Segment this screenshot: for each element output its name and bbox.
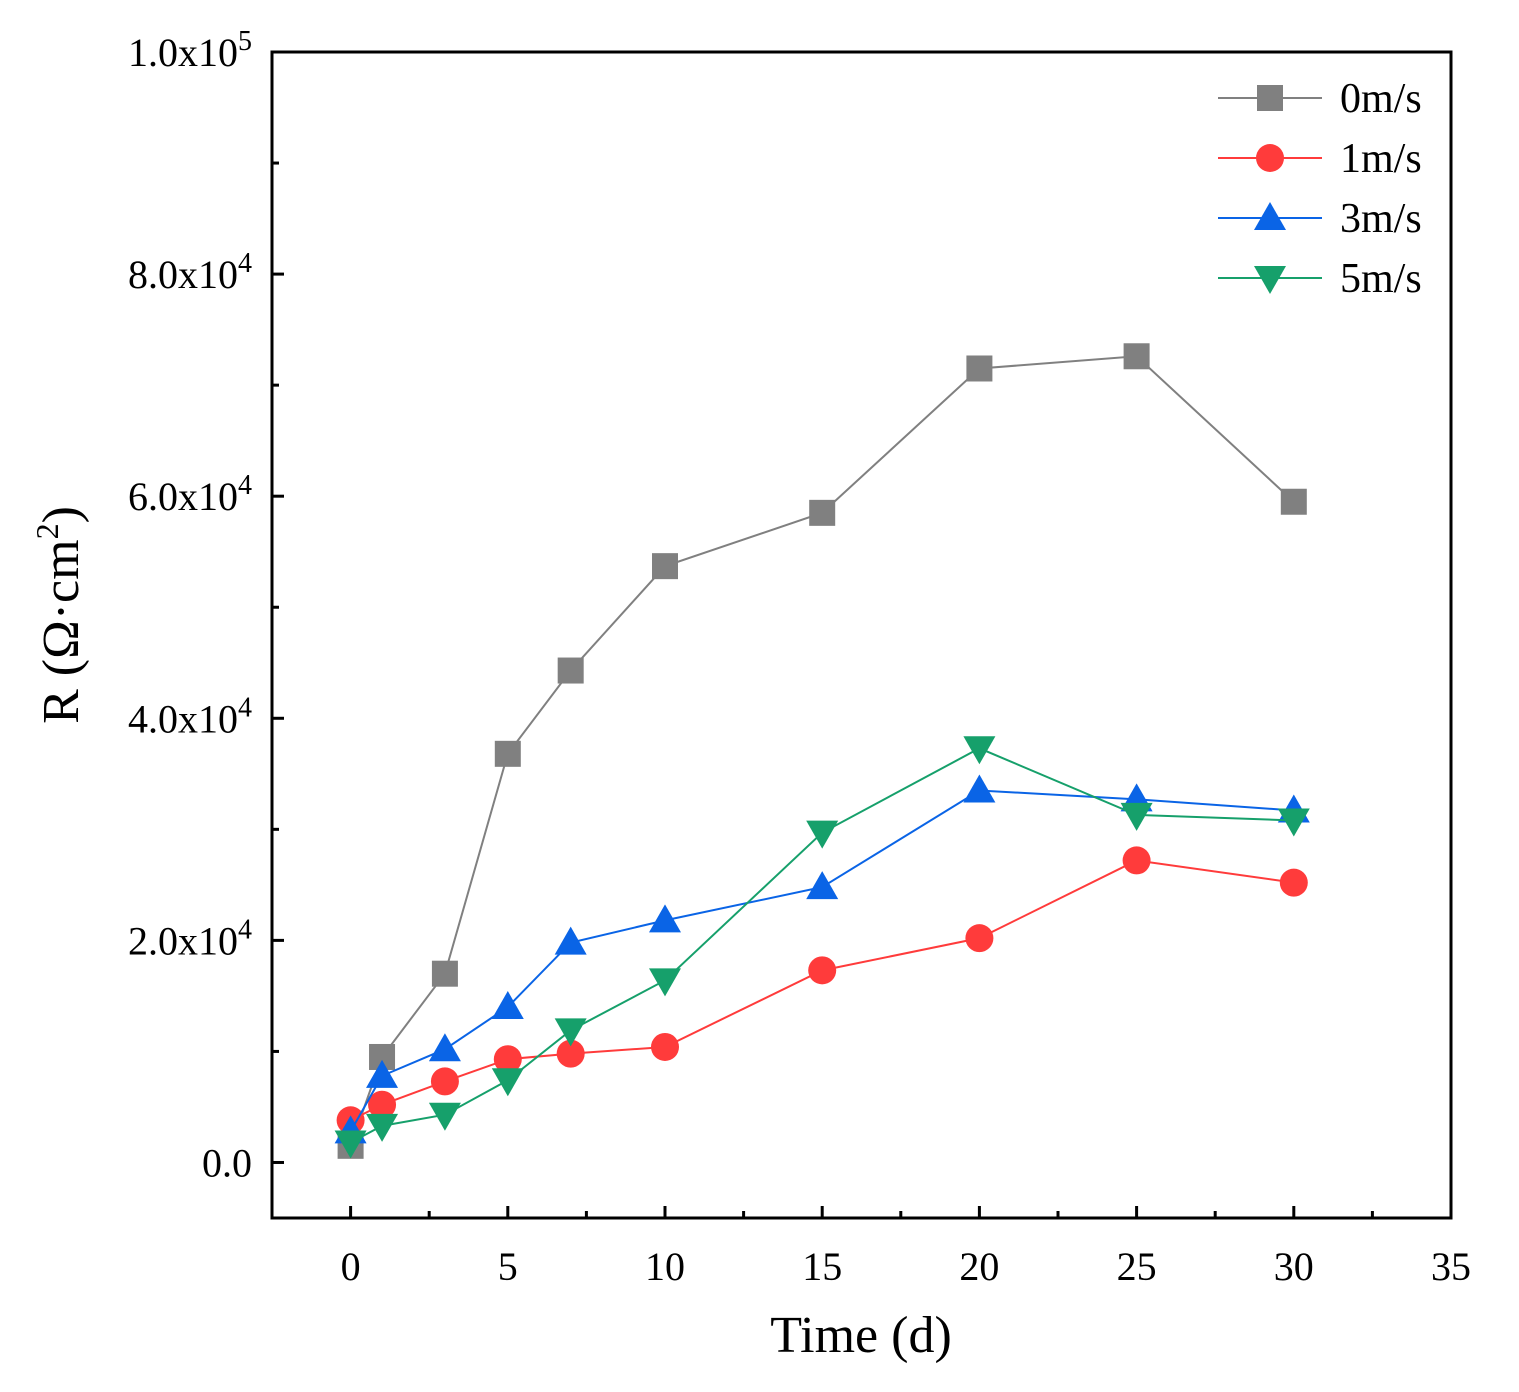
data-point: [652, 553, 678, 580]
y-tick-label: 0.0: [202, 1140, 252, 1185]
data-point: [368, 1090, 397, 1119]
x-tick-label: 0: [341, 1244, 361, 1289]
y-axis-title-sup: 2: [29, 523, 65, 539]
data-point: [431, 960, 458, 987]
y-axis-title-end: ): [33, 506, 90, 523]
y-tick-exponent: 4: [238, 692, 252, 723]
y-tick-mantissa: 4.0x10: [128, 696, 238, 741]
legend-item-1ms: 1m/s: [1218, 136, 1422, 182]
data-point: [963, 736, 996, 765]
data-point: [554, 926, 587, 955]
legend-item-0ms: 0m/s: [1218, 76, 1422, 122]
y-tick-exponent: 4: [238, 914, 252, 945]
data-point: [366, 1059, 399, 1088]
series-line: [349, 789, 1294, 1132]
data-point: [366, 1113, 399, 1142]
data-point: [430, 1067, 459, 1096]
x-axis: 0 5 10 15 20 25 30 35: [341, 1206, 1471, 1289]
data-point: [556, 1039, 585, 1068]
plot-frame: [270, 50, 1453, 1220]
data-point: [554, 1018, 587, 1047]
legend-marker: [1254, 266, 1286, 294]
data-point: [494, 740, 521, 767]
y-tick-mantissa: 1.0x10: [128, 30, 238, 75]
legend-marker: [1257, 85, 1283, 111]
data-point: [557, 657, 584, 684]
data-point: [649, 904, 681, 933]
data-point: [965, 924, 994, 953]
data-point: [806, 820, 839, 849]
data-point: [651, 1032, 679, 1061]
series-line: [349, 355, 1295, 1147]
y-tick-label: 4.0x104: [128, 692, 252, 741]
y-tick-label: 1.0x105: [128, 26, 252, 75]
data-point: [491, 991, 524, 1020]
data-point: [428, 1102, 461, 1131]
y-tick-mantissa: 2.0x10: [128, 918, 238, 963]
data-point: [493, 1045, 522, 1074]
y-tick-mantissa: 8.0x10: [128, 252, 238, 297]
data-point: [1122, 846, 1151, 875]
x-tick-label: 5: [498, 1244, 518, 1289]
data-point: [428, 1033, 461, 1062]
y-tick-label: 2.0x104: [128, 914, 252, 963]
y-tick-label: 8.0x104: [128, 248, 252, 297]
y-tick-exponent: 4: [238, 248, 252, 279]
data-point: [966, 355, 993, 382]
series-line: [350, 859, 1294, 1122]
legend-label: 5m/s: [1340, 256, 1422, 302]
x-axis-title: Time (d): [770, 1307, 952, 1364]
legend-marker: [1254, 202, 1286, 230]
x-tick-label: 25: [1117, 1244, 1157, 1289]
y-tick-exponent: 5: [238, 26, 252, 57]
data-point: [808, 956, 837, 985]
data-point: [491, 1068, 524, 1097]
legend-marker: [1256, 144, 1284, 172]
data-point: [809, 499, 836, 526]
legend-label: 3m/s: [1340, 196, 1422, 242]
x-tick-label: 20: [959, 1244, 999, 1289]
data-point: [1120, 802, 1153, 831]
legend: 0m/s 1m/s 3m/s 5m/s: [1218, 76, 1422, 302]
series-5ms: [334, 736, 1310, 1159]
data-point: [1280, 488, 1307, 515]
y-axis-title: R (Ω·cm2): [29, 506, 90, 724]
legend-label: 0m/s: [1340, 76, 1422, 122]
data-point: [963, 774, 996, 803]
y-axis-title-main: R (Ω·cm: [33, 539, 90, 724]
series-1ms: [336, 846, 1308, 1135]
legend-label: 1m/s: [1340, 136, 1422, 182]
y-tick-label: 6.0x104: [128, 470, 252, 519]
x-tick-label: 15: [802, 1244, 842, 1289]
data-point: [1279, 868, 1308, 897]
legend-item-5ms: 5m/s: [1218, 256, 1422, 302]
data-point: [1277, 808, 1310, 837]
legend-item-3ms: 3m/s: [1218, 196, 1422, 242]
data-point: [334, 1130, 367, 1159]
series-layer: [334, 343, 1310, 1159]
data-point: [649, 968, 681, 997]
y-tick-mantissa: 6.0x10: [128, 474, 238, 519]
data-point: [1123, 343, 1150, 370]
y-tick-mantissa: 0.0: [202, 1140, 252, 1185]
x-tick-label: 10: [645, 1244, 685, 1289]
series-line: [350, 747, 1294, 1144]
data-point: [806, 871, 839, 900]
x-tick-label: 35: [1431, 1244, 1471, 1289]
y-tick-exponent: 4: [238, 470, 252, 501]
x-tick-label: 30: [1274, 1244, 1314, 1289]
series-0ms: [337, 343, 1307, 1159]
